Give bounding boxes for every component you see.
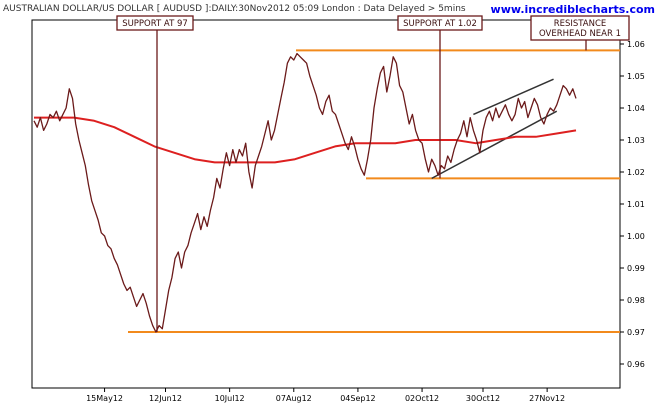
annotations: SUPPORT AT 97 SUPPORT AT 1.02 RESISTANCEOV…	[116, 15, 630, 332]
y-tick-label: 0.96	[627, 360, 645, 369]
y-tick-label: 0.99	[627, 264, 645, 273]
moving-average-series	[34, 116, 577, 164]
x-tick-label: 27Nov12	[529, 394, 565, 403]
x-tick-label: 04Sep12	[340, 394, 375, 403]
y-tick-label: 0.98	[627, 296, 645, 305]
annotation-resistance-text: OVERHEAD NEAR 1	[539, 29, 621, 39]
annotation-support-102-text: SUPPORT AT 1.02	[403, 19, 477, 29]
site-link[interactable]: www.incrediblecharts.com	[491, 3, 655, 16]
price-series	[33, 52, 577, 333]
x-tick-label: 15May12	[86, 394, 123, 403]
annotation-support-97-box	[116, 15, 194, 31]
x-tick-label: 10Jul12	[215, 394, 245, 403]
annotation-resistance-box	[530, 15, 630, 41]
x-tick-label: 02Oct12	[405, 394, 439, 403]
y-tick-label: 1.04	[627, 104, 645, 113]
moving-average-line	[34, 116, 577, 164]
x-tick-label: 30Oct12	[466, 394, 500, 403]
x-tick-label: 07Aug12	[276, 394, 312, 403]
y-axis: 0.96 0.97 0.98 0.99 1.00 1.01 1.02 1.03 1.04 1.05…	[620, 40, 645, 369]
price-line	[33, 52, 577, 333]
trend-channel	[431, 78, 558, 180]
channel-line	[473, 78, 554, 116]
y-tick-label: 1.06	[627, 40, 645, 49]
y-tick-label: 0.97	[627, 328, 645, 337]
annotation-resistance-text: RESISTANCE	[554, 19, 607, 29]
y-tick-label: 1.01	[627, 200, 645, 209]
y-tick-label: 1.05	[627, 72, 645, 81]
x-axis: 15May12 12Jun12 10Jul12 07Aug12 04Sep12 02Oct…	[86, 388, 565, 403]
support-resistance-lines	[128, 49, 620, 333]
annotation-support-97-text: SUPPORT AT 97	[122, 19, 188, 29]
y-tick-label: 1.03	[627, 136, 645, 145]
x-tick-label: 12Jun12	[149, 394, 182, 403]
channel-line	[431, 110, 558, 180]
y-tick-label: 1.02	[627, 168, 645, 177]
chart-title: AUSTRALIAN DOLLAR/US DOLLAR [ AUDUSD ]:D…	[3, 4, 466, 14]
y-tick-label: 1.00	[627, 232, 645, 241]
